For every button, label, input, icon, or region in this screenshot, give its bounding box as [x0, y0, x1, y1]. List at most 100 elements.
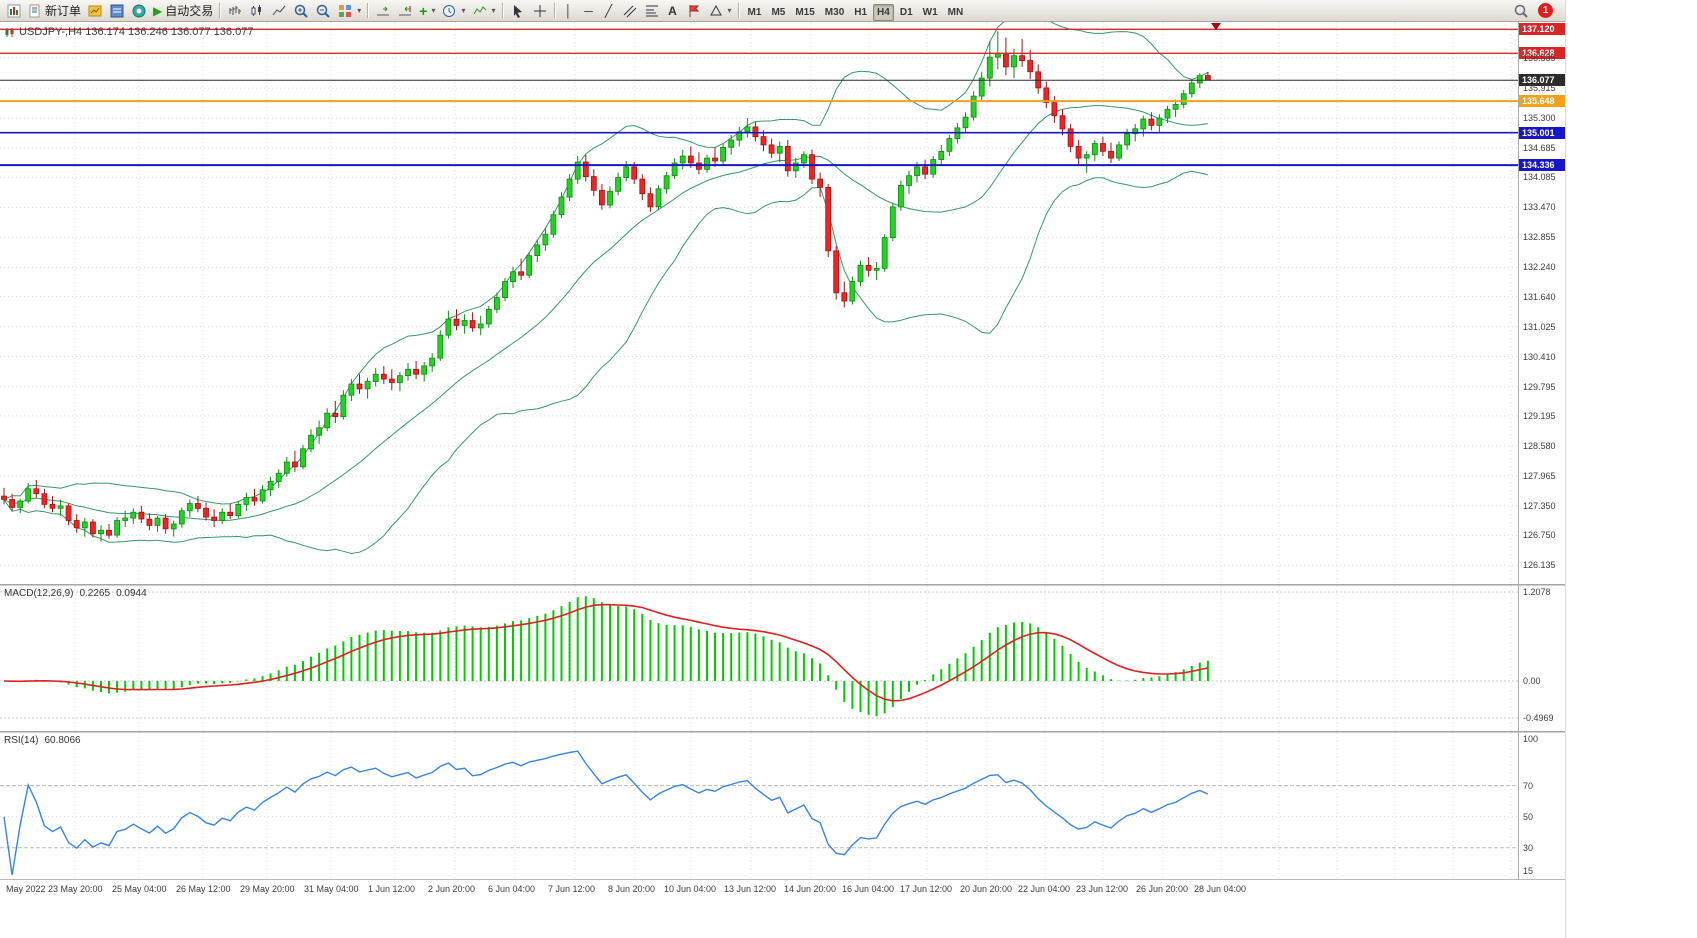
timeframe-button-h1[interactable]: H1	[854, 6, 868, 18]
order-form-icon	[29, 4, 40, 17]
panel-splitter[interactable]	[0, 584, 1565, 586]
price-axis-tick: 126.135	[1523, 560, 1556, 570]
time-axis-label: 28 Jun 04:00	[1194, 884, 1247, 894]
macd-indicator-label: MACD(12,26,9) 0.2265 0.0944	[4, 588, 153, 599]
trendline-tool-button[interactable]: ╱	[599, 1, 619, 20]
navigator-button[interactable]	[128, 1, 150, 20]
time-axis-label: 17 Jun 12:00	[900, 884, 953, 894]
bar-chart-mode-button[interactable]	[224, 1, 246, 20]
line-chart-mode-button[interactable]	[268, 1, 290, 20]
new-chart-icon	[7, 4, 21, 17]
pivot-line-orange-label: 135.648	[1519, 95, 1565, 107]
tile-windows-button[interactable]: ▾	[334, 1, 364, 20]
time-axis-separator	[0, 879, 1565, 880]
toolbar-separator	[367, 3, 370, 18]
cursor-button[interactable]	[507, 1, 529, 20]
time-axis-label: 23 May 20:00	[48, 884, 103, 894]
price-axis-tick: 131.025	[1523, 322, 1556, 332]
price-chart-panel[interactable]	[0, 22, 1518, 584]
rsi-line	[3, 750, 1209, 876]
timeframe-button-m1[interactable]: M1	[747, 6, 762, 18]
time-axis-label: 29 May 20:00	[240, 884, 295, 894]
current-price-line-label: 136.077	[1519, 74, 1565, 86]
time-axis-label: 6 Jun 04:00	[488, 884, 536, 894]
new-order-button[interactable]: 新订单	[25, 1, 84, 20]
horizontal-line-tool-button[interactable]: ─	[579, 1, 599, 20]
timeframe-button-m5[interactable]: M5	[771, 6, 786, 18]
timeframe-button-h4[interactable]: H4	[873, 3, 894, 21]
new-order-label: 新订单	[45, 4, 82, 18]
fibonacci-tool-button[interactable]	[641, 1, 663, 20]
bollinger-upper-band[interactable]	[3, 22, 1209, 505]
resistance-line-upper-label: 137.120	[1519, 23, 1565, 35]
chart-shift-marker[interactable]	[1211, 23, 1221, 30]
macd-panel[interactable]	[0, 586, 1518, 731]
cursor-icon	[513, 4, 522, 18]
chart-shift-button[interactable]	[394, 1, 416, 20]
support-line-blue-1-label: 135.001	[1519, 127, 1565, 139]
shapes-button[interactable]: ▾	[705, 1, 735, 20]
price-axis-tick: 128.580	[1523, 441, 1556, 451]
time-axis-label: 31 May 04:00	[304, 884, 359, 894]
macd-axis-label: 1.2078	[1523, 587, 1551, 597]
vertical-line-icon: │	[564, 3, 573, 18]
periods-button[interactable]: ▾	[438, 1, 468, 20]
autotrading-button[interactable]: ▶ 自动交易	[150, 1, 216, 20]
autotrading-play-icon: ▶	[153, 3, 163, 18]
price-axis-tick: 129.195	[1523, 411, 1556, 421]
rsi-axis-label: 15	[1523, 866, 1534, 876]
panel-splitter[interactable]	[0, 731, 1565, 733]
text-tool-button[interactable]: A	[663, 1, 683, 20]
rsi-indicator-label: RSI(14) 60.8066	[4, 735, 87, 746]
time-axis-label: 22 Jun 04:00	[1018, 884, 1071, 894]
macd-main-value: 0.2265	[79, 588, 111, 599]
timeframe-button-mn[interactable]: MN	[947, 6, 964, 18]
candles-series[interactable]	[1, 31, 1211, 542]
candlestick-mode-button[interactable]	[246, 1, 268, 20]
rsi-panel[interactable]	[0, 733, 1518, 879]
bar-chart-icon	[229, 5, 242, 15]
search-button[interactable]	[1513, 3, 1529, 24]
candlestick-icon	[251, 4, 262, 16]
macd-histogram	[11, 596, 1209, 717]
price-axis-tick: 133.470	[1523, 202, 1556, 212]
notification-badge[interactable]: 1	[1538, 3, 1553, 18]
dropdown-caret-icon: ▾	[491, 6, 496, 15]
autoscroll-button[interactable]	[372, 1, 394, 20]
timeframe-button-m15[interactable]: M15	[795, 6, 815, 18]
price-axis-border	[1518, 22, 1519, 880]
zoom-in-icon	[295, 4, 308, 18]
market-watch-button[interactable]	[84, 1, 106, 20]
toolbar-separator	[737, 3, 740, 18]
zoom-out-button[interactable]	[312, 1, 334, 20]
text-icon: A	[668, 3, 677, 18]
chart-shift-icon	[399, 5, 412, 15]
bollinger-middle-band[interactable]	[3, 105, 1208, 521]
zoom-in-button[interactable]	[290, 1, 312, 20]
timeframe-group: M1 M5 M15 M30 H1 H4 D1 W1 MN	[743, 2, 969, 21]
zoom-out-icon	[317, 4, 330, 18]
dropdown-caret-icon: ▾	[461, 6, 466, 15]
label-tool-button[interactable]	[683, 1, 705, 20]
support-line-blue-2-label: 134.336	[1519, 159, 1565, 171]
timeframe-button-m30[interactable]: M30	[824, 6, 845, 18]
channel-tool-button[interactable]	[619, 1, 641, 20]
crosshair-icon	[533, 4, 546, 17]
add-indicator-button[interactable]: + ▾	[416, 1, 438, 20]
price-axis-tick: 132.855	[1523, 232, 1556, 242]
price-axis-tick: 136.535	[1523, 53, 1556, 63]
data-window-button[interactable]	[106, 1, 128, 20]
time-axis-label: 14 Jun 20:00	[784, 884, 837, 894]
clock-icon	[443, 4, 456, 17]
indicators-button[interactable]: ▾	[469, 1, 499, 20]
crosshair-button[interactable]	[529, 1, 551, 20]
time-axis-label: 7 Jun 12:00	[548, 884, 596, 894]
bollinger-lower-band[interactable]	[3, 170, 1209, 555]
new-chart-button[interactable]	[3, 1, 25, 20]
price-axis-tick: 127.965	[1523, 471, 1556, 481]
macd-signal-line	[3, 603, 1209, 702]
timeframe-button-d1[interactable]: D1	[899, 6, 913, 18]
timeframe-button-w1[interactable]: W1	[922, 6, 938, 18]
time-axis[interactable]: May 2022 23 May 20:00 25 May 04:00 26 May 1…	[0, 880, 1518, 900]
vertical-line-tool-button[interactable]: │	[559, 1, 579, 20]
